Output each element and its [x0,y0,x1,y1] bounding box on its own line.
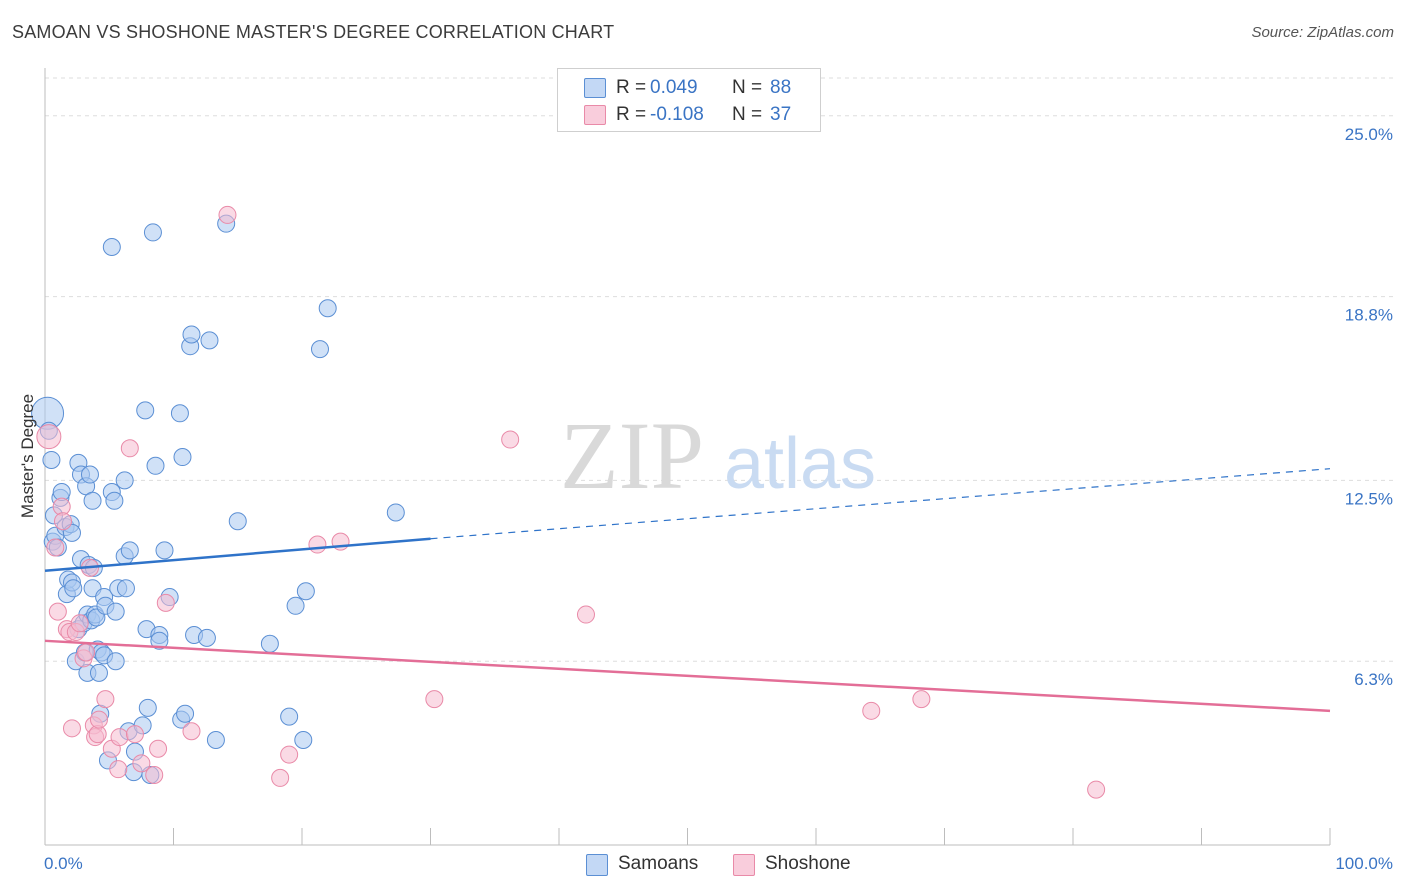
y-tick-label-3: 25.0% [1345,125,1393,144]
shoshone-trend-line [44,639,1331,713]
legend-r-label: R = [616,104,647,125]
shoshone-point-19 [109,760,128,779]
shoshone-point-7 [62,719,81,738]
legend-swatch-shoshone [584,105,606,125]
shoshone-point-21 [120,439,139,458]
shoshone-point-1 [46,538,65,557]
shoshone-point-20 [110,728,129,747]
samoans-point-61 [146,456,165,475]
legend-r-value: 0.049 [650,77,698,98]
y-axis-label: Master's Degree [18,394,37,518]
gridlines [45,77,1393,662]
samoans-point-69 [176,704,195,723]
shoshone-point-23 [132,754,151,773]
samoans-point-42 [102,238,121,257]
legend-swatch-samoans [584,78,606,98]
watermark: ZIP atlas [560,402,876,509]
y-tick-label-0: 6.3% [1354,670,1393,689]
shoshone-point-0 [36,424,62,450]
source-label: Source: ZipAtlas.com [1251,24,1394,41]
samoans-point-2 [42,450,61,469]
samoans-point-60 [143,223,162,242]
y-tick-label-2: 18.8% [1345,306,1393,325]
shoshone-point-22 [125,725,144,744]
legend-swatch-shoshone [733,854,755,876]
stats-legend: R = 0.049 N = 88 R = -0.108 N = 37 [557,68,821,132]
legend-n-label: N = [732,77,763,98]
shoshone-point-25 [149,739,168,758]
samoans-point-79 [280,707,299,726]
samoans-point-66 [170,404,189,423]
samoans-point-44 [105,491,124,510]
samoans-point-78 [260,634,279,653]
samoans-point-48 [115,471,134,490]
shoshone-point-26 [156,593,175,612]
samoans-point-75 [206,730,225,749]
samoans-point-35 [89,663,108,682]
samoans-point-50 [116,579,135,598]
legend-n-value: 88 [770,77,792,98]
legend-label-shoshone: Shoshone [765,853,851,874]
watermark-zip: ZIP [560,402,704,509]
shoshone-point-38 [1087,780,1106,799]
samoans-point-45 [106,652,125,671]
samoans-point-30 [83,491,102,510]
shoshone-point-2 [48,602,67,621]
legend-swatch-samoans [586,854,608,876]
shoshone-point-29 [271,768,290,787]
shoshone-point-28 [218,205,237,224]
shoshone-point-27 [182,722,201,741]
legend-n-label: N = [732,104,763,125]
samoans-point-84 [318,299,337,318]
trend-lines [44,468,1331,713]
samoans-point-46 [106,602,125,621]
shoshone-point-4 [53,512,72,531]
shoshone-point-33 [425,690,444,709]
series-shoshone-points [36,205,1106,799]
shoshone-point-30 [280,745,299,764]
shoshone-point-16 [89,710,108,729]
shoshone-point-31 [308,535,327,554]
shoshone-point-24 [145,765,164,784]
legend-n-value: 37 [770,104,792,125]
samoans-point-58 [138,698,157,717]
samoans-trend-line [44,537,431,573]
samoans-point-56 [136,401,155,420]
samoans-point-80 [286,596,305,615]
shoshone-point-9 [70,614,89,633]
shoshone-point-11 [77,643,96,662]
samoans-point-83 [310,340,329,359]
y-tick-labels: 6.3% 12.5% 18.8% 25.0% [1345,125,1393,689]
watermark-atlas: atlas [724,424,876,504]
shoshone-point-17 [96,690,115,709]
samoans-point-27 [80,465,99,484]
samoans-point-52 [120,541,139,560]
series-legend: Samoans Shoshone [0,852,1406,878]
y-tick-label-1: 12.5% [1345,489,1393,508]
chart-title: SAMOAN VS SHOSHONE MASTER'S DEGREE CORRE… [12,22,615,42]
samoans-point-73 [197,628,216,647]
legend-label-samoans: Samoans [618,853,699,874]
series-samoans-points [31,214,405,784]
shoshone-point-36 [862,701,881,720]
samoans-point-71 [182,325,201,344]
shoshone-point-37 [912,690,931,709]
samoans-point-68 [173,448,192,467]
samoans-point-63 [150,631,169,650]
samoans-point-64 [155,541,174,560]
samoans-point-74 [200,331,219,350]
x-tick-label-left: 0.0% [44,854,83,873]
legend-r-value: -0.108 [650,104,704,125]
samoans-point-82 [296,582,315,601]
samoans-point-81 [294,730,313,749]
legend-r-label: R = [616,77,647,98]
samoans-point-77 [228,512,247,531]
shoshone-point-34 [501,430,520,449]
samoans-point-85 [386,503,405,522]
samoans-point-15 [64,579,83,598]
x-tick-label-right: 100.0% [1335,854,1393,873]
shoshone-point-35 [576,605,595,624]
